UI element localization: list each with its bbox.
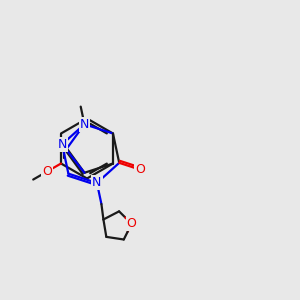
Text: N: N xyxy=(92,176,102,189)
Text: N: N xyxy=(80,118,89,131)
Text: N: N xyxy=(58,138,67,151)
Text: O: O xyxy=(135,163,145,176)
Text: O: O xyxy=(127,217,136,230)
Text: O: O xyxy=(42,165,52,178)
